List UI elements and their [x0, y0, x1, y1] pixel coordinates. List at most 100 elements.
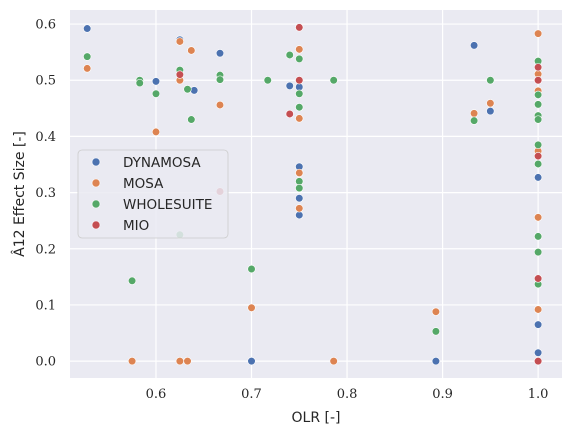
data-point	[470, 116, 479, 125]
data-point	[83, 64, 92, 73]
data-point	[534, 115, 543, 124]
data-point	[534, 29, 543, 38]
data-point	[534, 213, 543, 222]
data-point	[295, 76, 304, 85]
x-tick-label: 1.0	[528, 387, 549, 402]
legend-item: DYNAMOSA	[91, 155, 201, 171]
data-point	[295, 204, 304, 213]
data-point	[215, 49, 225, 58]
data-point	[247, 303, 256, 312]
data-point	[295, 114, 304, 123]
data-point	[127, 357, 137, 366]
y-tick-label: 0.1	[35, 298, 56, 313]
data-point	[486, 76, 495, 85]
data-point	[534, 100, 543, 109]
data-point	[83, 24, 92, 33]
data-point	[295, 184, 304, 193]
y-tick-labels: 0.0 0.1 0.2 0.3 0.4 0.5 0.6	[35, 18, 56, 370]
data-point	[175, 357, 184, 366]
legend-marker	[91, 157, 101, 167]
series-wholesuite	[83, 50, 543, 336]
y-tick-label: 0.4	[35, 130, 56, 145]
data-point	[295, 54, 304, 63]
legend-marker	[91, 199, 101, 209]
y-tick-label: 0.2	[35, 242, 56, 257]
data-point	[534, 320, 543, 329]
data-point	[151, 127, 161, 137]
x-tick-label: 0.6	[146, 387, 167, 402]
data-point	[470, 41, 479, 50]
data-point	[151, 89, 161, 98]
x-tick-label: 0.9	[432, 387, 453, 402]
legend-label: MIO	[123, 218, 149, 234]
data-point	[295, 89, 304, 98]
data-point	[127, 276, 137, 285]
x-tick-label: 0.8	[337, 387, 358, 402]
data-point	[295, 45, 304, 54]
data-point	[215, 75, 225, 84]
y-tick-label: 0.5	[35, 74, 56, 89]
data-point	[329, 76, 338, 85]
data-point	[285, 50, 294, 60]
series-mosa	[83, 29, 543, 366]
data-point	[534, 248, 543, 257]
legend-marker	[91, 220, 101, 230]
data-point	[431, 327, 440, 336]
data-point	[431, 357, 440, 366]
data-point	[534, 90, 543, 99]
data-point	[183, 357, 192, 366]
x-tick-labels: 0.6 0.7 0.8 0.9 1.0	[146, 387, 549, 402]
data-point	[534, 274, 543, 283]
data-point	[247, 357, 256, 366]
y-tick-label: 0.6	[35, 18, 56, 33]
data-point	[183, 85, 192, 94]
data-point	[431, 307, 440, 316]
data-point	[285, 81, 294, 90]
legend-marker	[91, 178, 101, 188]
legend-item: WHOLESUITE	[91, 197, 212, 213]
y-axis-label: Â12 Effect Size [-]	[10, 131, 28, 257]
data-point	[534, 159, 543, 169]
data-point	[534, 348, 543, 357]
x-tick-label: 0.7	[241, 387, 262, 402]
data-point	[175, 70, 184, 79]
data-point	[486, 107, 495, 116]
data-point	[285, 109, 294, 119]
data-point	[534, 305, 543, 314]
legend-item: MOSA	[91, 176, 164, 192]
legend-label: WHOLESUITE	[123, 197, 212, 213]
data-point	[295, 103, 304, 112]
data-point	[534, 232, 543, 241]
data-point	[187, 115, 196, 124]
data-point	[534, 151, 543, 161]
data-point	[190, 86, 199, 95]
data-point	[83, 52, 92, 61]
legend-label: DYNAMOSA	[123, 155, 201, 171]
y-tick-label: 0.3	[35, 186, 56, 201]
x-axis-label: OLR [-]	[292, 410, 341, 426]
data-point	[486, 99, 495, 108]
legend-label: MOSA	[123, 176, 164, 192]
data-point	[295, 168, 304, 178]
legend: DYNAMOSA MOSA WHOLESUITE MIO	[77, 149, 229, 239]
legend-box	[77, 149, 229, 239]
data-point	[534, 76, 543, 85]
data-point	[534, 63, 543, 72]
data-points	[83, 23, 543, 366]
data-point	[263, 76, 272, 85]
data-point	[329, 357, 338, 366]
data-point	[470, 109, 479, 118]
legend-item: MIO	[91, 218, 149, 234]
data-point	[247, 264, 256, 274]
data-point	[215, 100, 225, 110]
y-tick-label: 0.0	[35, 355, 56, 370]
data-point	[534, 173, 543, 182]
data-point	[534, 140, 543, 149]
data-point	[295, 23, 304, 32]
data-point	[151, 77, 161, 86]
data-point	[187, 46, 196, 55]
data-point	[534, 357, 543, 366]
data-point	[175, 37, 184, 46]
data-point	[295, 194, 304, 203]
